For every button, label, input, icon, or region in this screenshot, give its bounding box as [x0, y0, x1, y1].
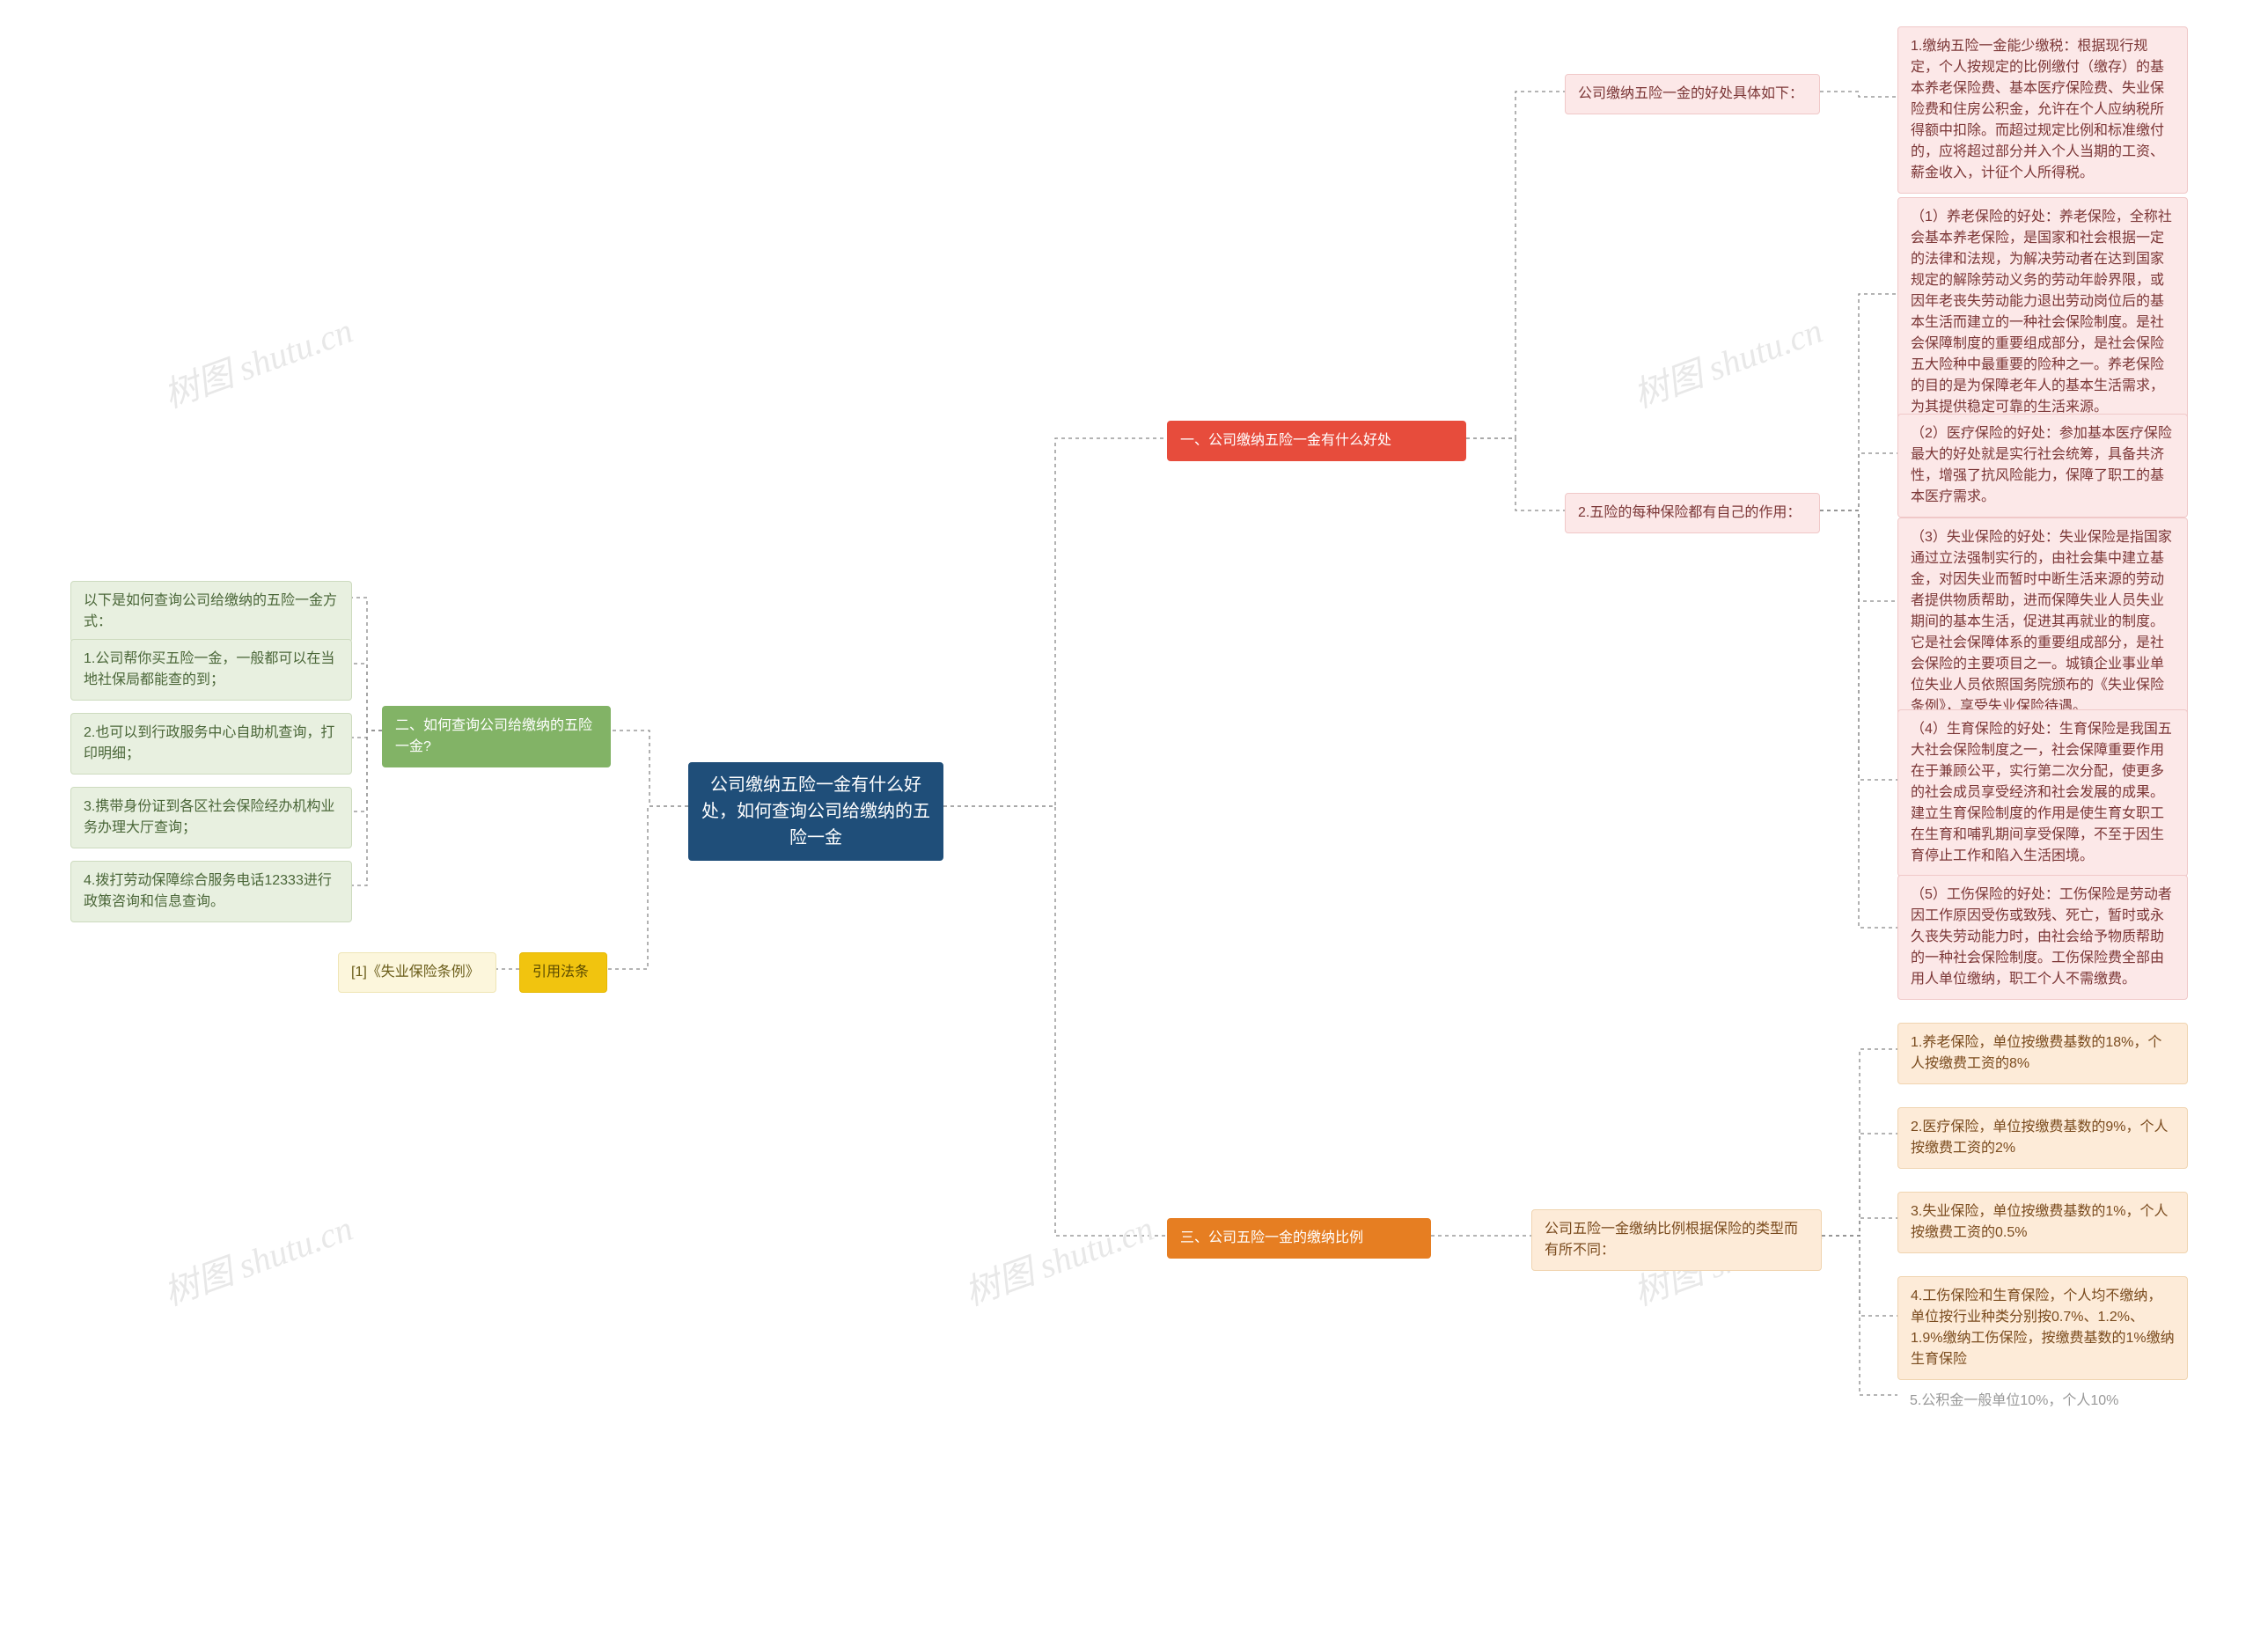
- watermark: 树图 shutu.cn: [156, 302, 359, 417]
- leaf-b2l4: 3.携带身份证到各区社会保险经办机构业务办理大厅查询；: [70, 787, 352, 848]
- leaf-b3c1l1: 1.养老保险，单位按缴费基数的18%，个人按缴费工资的8%: [1897, 1023, 2188, 1084]
- leaf-b1c2l4: （4）生育保险的好处：生育保险是我国五大社会保险制度之一，社会保障重要作用在于兼…: [1897, 709, 2188, 877]
- branch-b3: 三、公司五险一金的缴纳比例: [1167, 1218, 1431, 1259]
- leaf-b2l2: 1.公司帮你买五险一金，一般都可以在当地社保局都能查的到；: [70, 639, 352, 701]
- watermark: 树图 shutu.cn: [1626, 302, 1829, 417]
- leaf-b1c2l5: （5）工伤保险的好处：工伤保险是劳动者因工作原因受伤或致残、死亡，暂时或永久丧失…: [1897, 875, 2188, 1000]
- root-node: 公司缴纳五险一金有什么好处，如何查询公司给缴纳的五险一金: [688, 762, 943, 861]
- leaf-b1c2l3: （3）失业保险的好处：失业保险是指国家通过立法强制实行的，由社会集中建立基金，对…: [1897, 518, 2188, 727]
- child-b1c1: 公司缴纳五险一金的好处具体如下：: [1565, 74, 1820, 114]
- leaf-b3c1l2: 2.医疗保险，单位按缴费基数的9%，个人按缴费工资的2%: [1897, 1107, 2188, 1169]
- branch-b4: 引用法条: [519, 952, 607, 993]
- leaf-b2l1: 以下是如何查询公司给缴纳的五险一金方式：: [70, 581, 352, 642]
- watermark: 树图 shutu.cn: [156, 1200, 359, 1315]
- leaf-b1c2l1: （1）养老保险的好处：养老保险，全称社会基本养老保险，是国家和社会根据一定的法律…: [1897, 197, 2188, 428]
- leaf-b3c1l4: 4.工伤保险和生育保险，个人均不缴纳，单位按行业种类分别按0.7%、1.2%、1…: [1897, 1276, 2188, 1380]
- child-b1c2: 2.五险的每种保险都有自己的作用：: [1565, 493, 1820, 533]
- watermark: 树图 shutu.cn: [957, 1200, 1160, 1315]
- leaf-b1c1l1: 1.缴纳五险一金能少缴税：根据现行规定，个人按规定的比例缴付（缴存）的基本养老保…: [1897, 26, 2188, 194]
- branch-b2: 二、如何查询公司给缴纳的五险一金?: [382, 706, 611, 767]
- leaf-b3c1l3: 3.失业保险，单位按缴费基数的1%，个人按缴费工资的0.5%: [1897, 1192, 2188, 1253]
- leaf-b4l1: [1]《失业保险条例》: [338, 952, 496, 993]
- branch-b1: 一、公司缴纳五险一金有什么好处: [1167, 421, 1466, 461]
- leaf-b1c2l2: （2）医疗保险的好处：参加基本医疗保险最大的好处就是实行社会统筹，具备共济性，增…: [1897, 414, 2188, 518]
- leaf-b2l5: 4.拨打劳动保障综合服务电话12333进行政策咨询和信息查询。: [70, 861, 352, 922]
- child-b3c1: 公司五险一金缴纳比例根据保险的类型而有所不同：: [1531, 1209, 1822, 1271]
- leaf-b2l3: 2.也可以到行政服务中心自助机查询，打印明细；: [70, 713, 352, 775]
- leaf-b3c1l5: 5.公积金一般单位10%，个人10%: [1897, 1382, 2188, 1421]
